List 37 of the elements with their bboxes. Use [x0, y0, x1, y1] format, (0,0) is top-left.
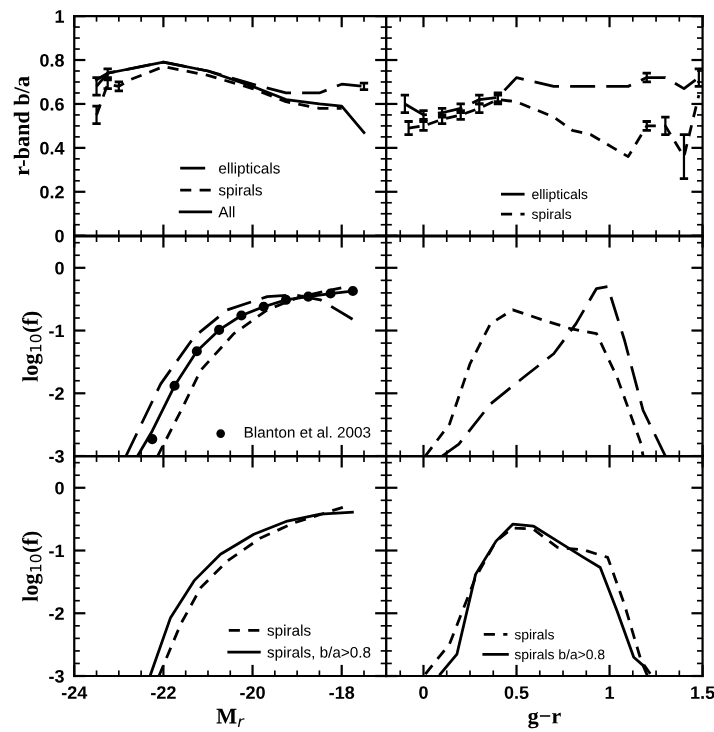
x-tick-label: 1.5 [691, 686, 714, 699]
point [325, 288, 336, 299]
point [303, 291, 314, 302]
y-axis-title: r-band b/a [13, 76, 30, 176]
x-tick-label: -24 [61, 686, 88, 699]
point [147, 434, 158, 445]
y-tick-label: -1 [49, 544, 65, 558]
y-tick-label: -1 [49, 324, 65, 338]
point [258, 301, 269, 312]
x-tick-label: -18 [329, 686, 355, 699]
point [191, 346, 202, 357]
y-tick-label: 0.2 [40, 185, 64, 199]
y-tick-label: -2 [49, 387, 64, 400]
x-tick-label: 0.5 [504, 686, 529, 699]
x-axis-title: M$_{r}$ [216, 708, 245, 728]
point [169, 380, 180, 391]
y-tick-label: -3 [49, 449, 64, 463]
y-tick-label: 0 [55, 481, 64, 495]
point [280, 294, 292, 305]
y-axis-title: log$_{10}$(f) [22, 311, 43, 382]
point [214, 324, 225, 335]
y-tick-label: 1 [55, 10, 65, 23]
y-tick-label: 0 [55, 229, 64, 243]
y-tick-label: 0.6 [40, 97, 64, 111]
y-tick-label: 0.4 [40, 141, 65, 155]
y-axis-title: log$_{10}$(f) [22, 531, 43, 602]
point [236, 310, 247, 321]
y-tick-label: -3 [49, 669, 64, 683]
y-tick-label: 0.8 [40, 53, 64, 67]
point [347, 285, 358, 297]
y-tick-label: -2 [49, 607, 64, 620]
y-tick-label: 0 [55, 261, 64, 275]
x-tick-label: 0 [419, 686, 428, 699]
x-tick-label: -20 [240, 686, 265, 699]
x-axis-title: g−r [528, 711, 561, 729]
x-tick-label: -22 [151, 686, 176, 699]
x-tick-label: 1 [605, 686, 615, 699]
